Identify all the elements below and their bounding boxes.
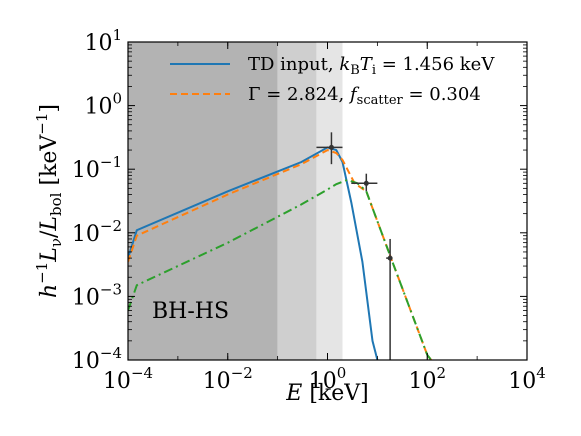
x-tick-label-1: 10−2: [203, 364, 253, 394]
shaded-band-1: [277, 42, 317, 360]
y-tick-label-3: 10−1: [72, 153, 122, 183]
y-axis-title: h−1Lν/Lbol [keV−1]: [33, 104, 65, 298]
x-tick-label-0: 10−4: [103, 364, 153, 394]
legend-label-1: Γ = 2.824, fscatter = 0.304: [248, 84, 481, 108]
region-label: BH-HS: [152, 299, 229, 324]
shaded-bands: [128, 42, 343, 360]
y-tick-label-2: 10−2: [72, 217, 122, 247]
y-tick-label-4: 100: [84, 90, 122, 120]
data-point-1: [351, 173, 378, 192]
series-line-1: [128, 149, 432, 360]
y-tick-label-1: 10−3: [72, 280, 122, 310]
x-tick-label-4: 104: [508, 364, 546, 394]
axis-ticks: 10−4 10−2 100 102 104 10−4 10−3 10−2 10−1 100 101: [72, 26, 546, 394]
x-tick-label-3: 102: [408, 364, 446, 394]
x-axis-title: E [keV]: [285, 381, 368, 406]
axis-titles: E [keV] h−1Lν/Lbol [keV−1]: [33, 104, 369, 406]
x-tick-label-2: 100: [309, 364, 347, 394]
legend-label-0: TD input, kBTi = 1.456 keV: [248, 54, 495, 78]
y-tick-label-5: 101: [84, 26, 122, 56]
shaded-band-2: [316, 42, 343, 360]
data-point-2: [386, 238, 393, 360]
data-point-0: [316, 132, 343, 165]
data-points: [316, 132, 393, 360]
series-line-0: [128, 146, 379, 360]
y-tick-label-0: 10−4: [72, 344, 122, 374]
series-lines: [128, 146, 432, 360]
